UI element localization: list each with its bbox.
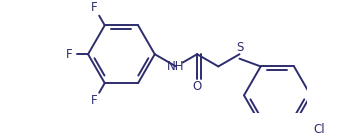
Text: NH: NH: [167, 60, 185, 73]
Text: F: F: [91, 1, 98, 14]
Text: F: F: [66, 48, 72, 61]
Text: F: F: [91, 94, 98, 107]
Text: S: S: [236, 41, 243, 54]
Text: O: O: [193, 80, 202, 93]
Text: Cl: Cl: [314, 123, 325, 136]
